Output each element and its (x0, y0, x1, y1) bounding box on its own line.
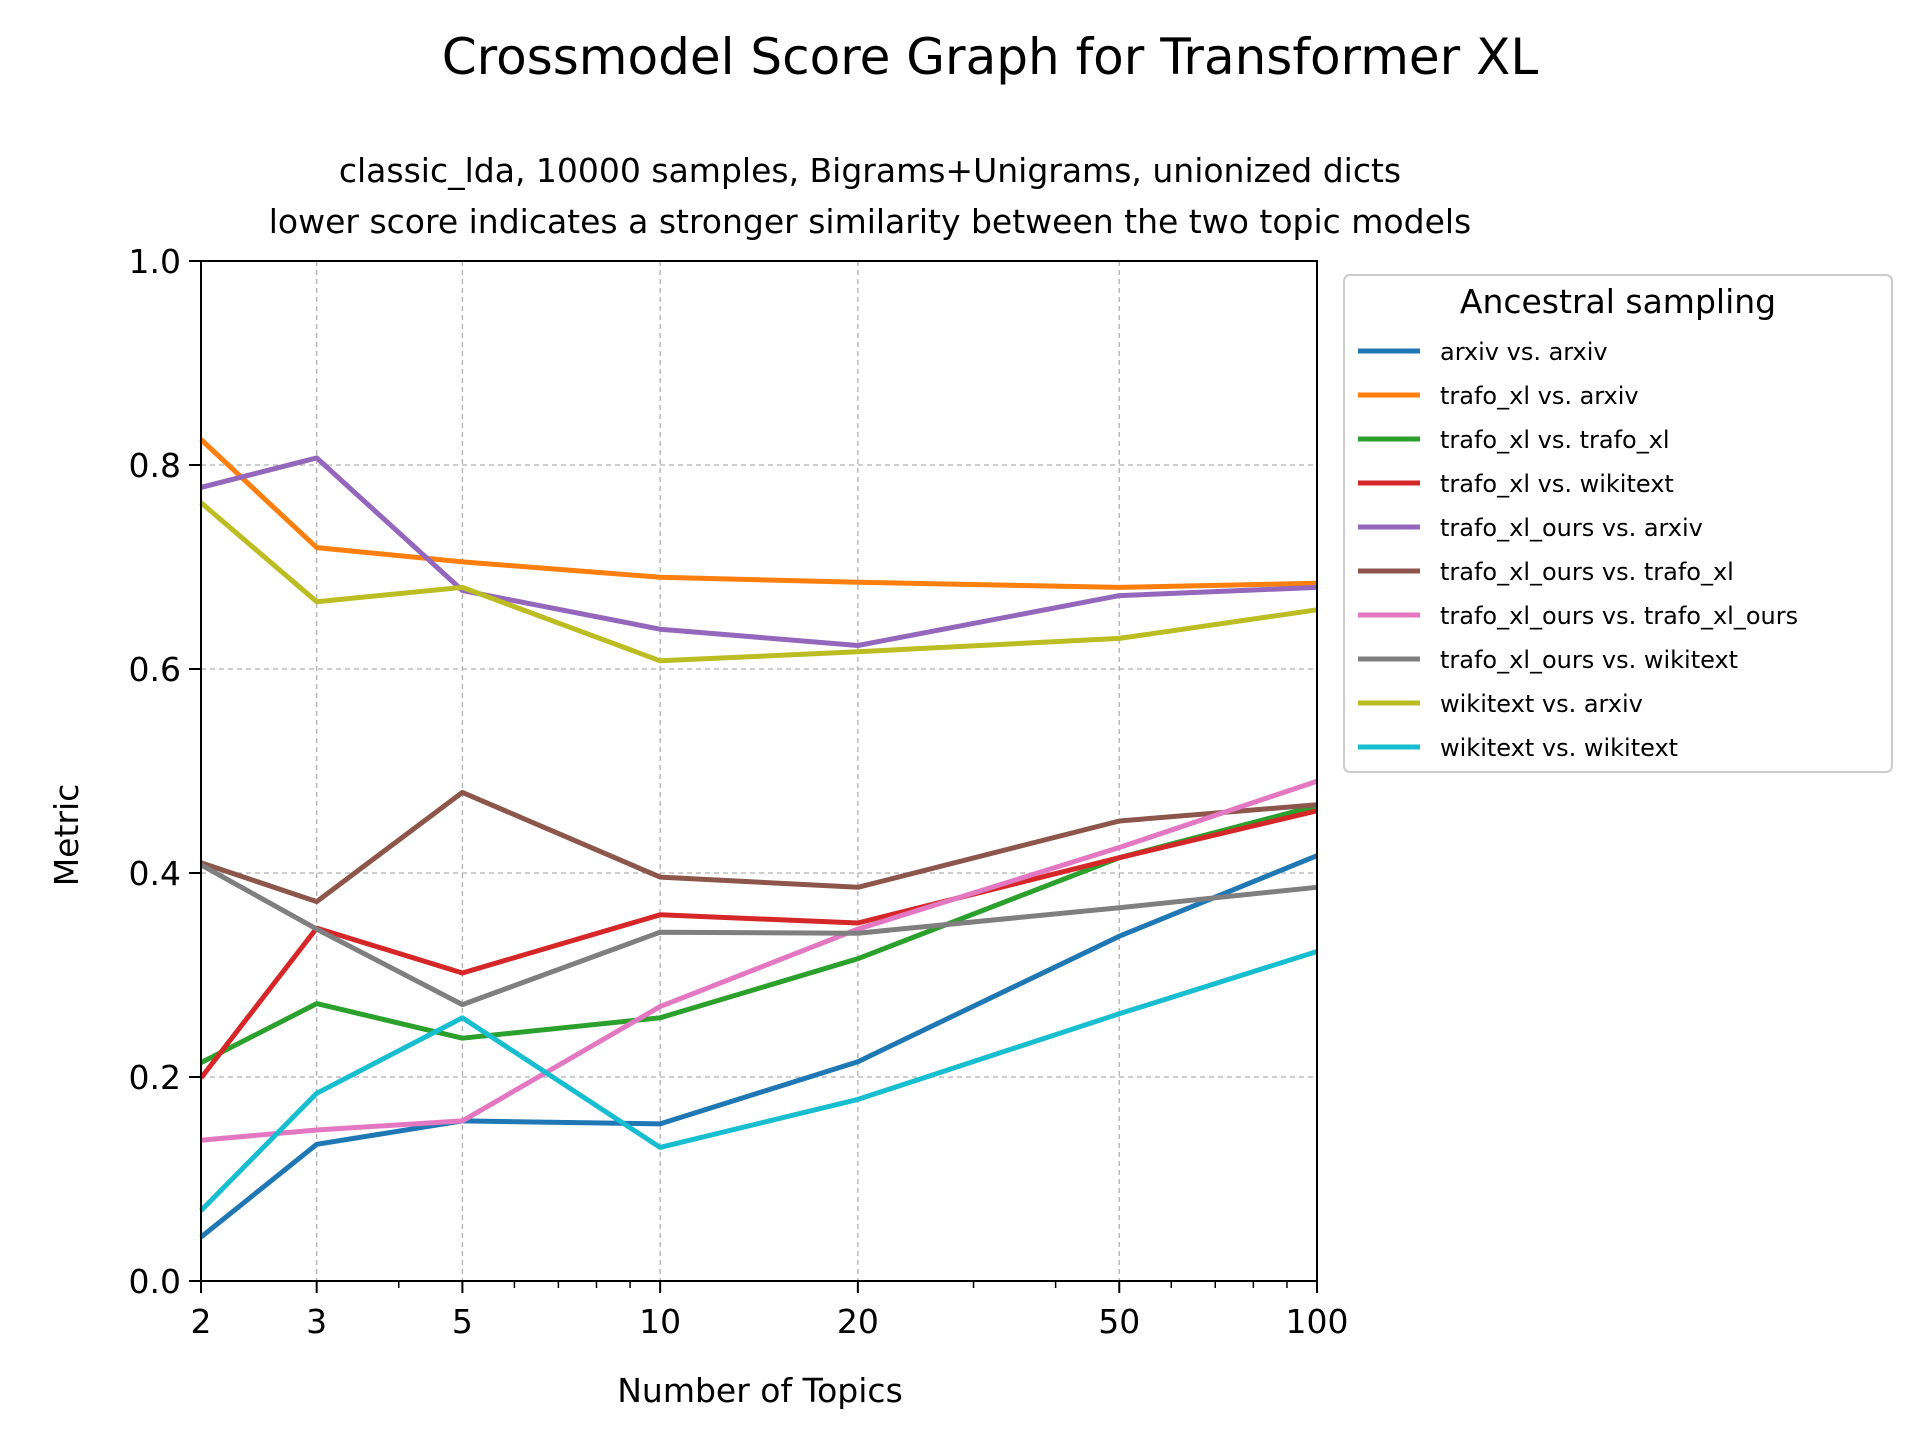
plot-frame (200, 260, 1318, 1282)
grid-lines (201, 261, 1317, 1281)
x-tick-label: 2 (191, 1302, 212, 1341)
x-tick-label: 5 (452, 1302, 473, 1341)
y-tick-label: 0.8 (129, 446, 181, 485)
x-tick-label: 100 (1286, 1302, 1349, 1341)
series-line (200, 778, 1318, 1143)
chart-subtitle-line-1: classic_lda, 10000 samples, Bigrams+Unig… (339, 151, 1401, 190)
legend-entry-label: wikitext vs. wikitext (1440, 734, 1678, 762)
x-tick-label: 20 (837, 1302, 879, 1341)
legend-entry-label: trafo_xl vs. arxiv (1440, 382, 1639, 410)
series-line (199, 862, 1318, 1008)
series-line (199, 500, 1318, 664)
plot-series (199, 437, 1318, 1240)
legend-entry-label: trafo_xl_ours vs. trafo_xl_ours (1440, 602, 1798, 630)
series-line (199, 949, 1318, 1213)
series-line (199, 808, 1318, 1080)
y-tick-label: 0.6 (129, 650, 181, 689)
legend-entry-label: trafo_xl_ours vs. wikitext (1440, 646, 1738, 674)
legend-entry-label: wikitext vs. arxiv (1440, 690, 1643, 718)
x-tick-label: 10 (639, 1302, 681, 1341)
legend-entry-label: trafo_xl_ours vs. arxiv (1440, 514, 1703, 542)
y-tick-label: 0.2 (129, 1058, 181, 1097)
y-tick-label: 0.4 (129, 854, 181, 893)
legend-entry-label: arxiv vs. arxiv (1440, 338, 1608, 366)
x-tick-label: 3 (306, 1302, 327, 1341)
axis-ticks: 2 3 5 10 20 50 100 0.0 0.2 0.4 0.6 0.8 1.0 (129, 242, 1349, 1341)
legend-entry-label: trafo_xl_ours vs. trafo_xl (1440, 558, 1734, 586)
series-line (199, 853, 1318, 1240)
chart-subtitle-line-2: lower score indicates a stronger similar… (269, 202, 1472, 241)
legend-entry-label: trafo_xl vs. trafo_xl (1440, 426, 1670, 454)
chart-title: Crossmodel Score Graph for Transformer X… (442, 28, 1539, 86)
y-tick-label: 0.0 (129, 1262, 181, 1301)
legend-box (1343, 274, 1893, 773)
legend-entry-label: trafo_xl vs. wikitext (1440, 470, 1674, 498)
legend-title: Ancestral sampling (1460, 282, 1776, 321)
series-line (200, 789, 1318, 905)
y-tick-label: 1.0 (129, 242, 181, 281)
y-axis-label: Metric (47, 784, 86, 887)
legend: Ancestral sampling arxiv vs. arxiv trafo_… (1343, 274, 1893, 773)
series-line (199, 437, 1318, 590)
x-tick-label: 50 (1098, 1302, 1140, 1341)
x-axis-label: Number of Topics (617, 1371, 903, 1410)
series-line (200, 455, 1318, 648)
